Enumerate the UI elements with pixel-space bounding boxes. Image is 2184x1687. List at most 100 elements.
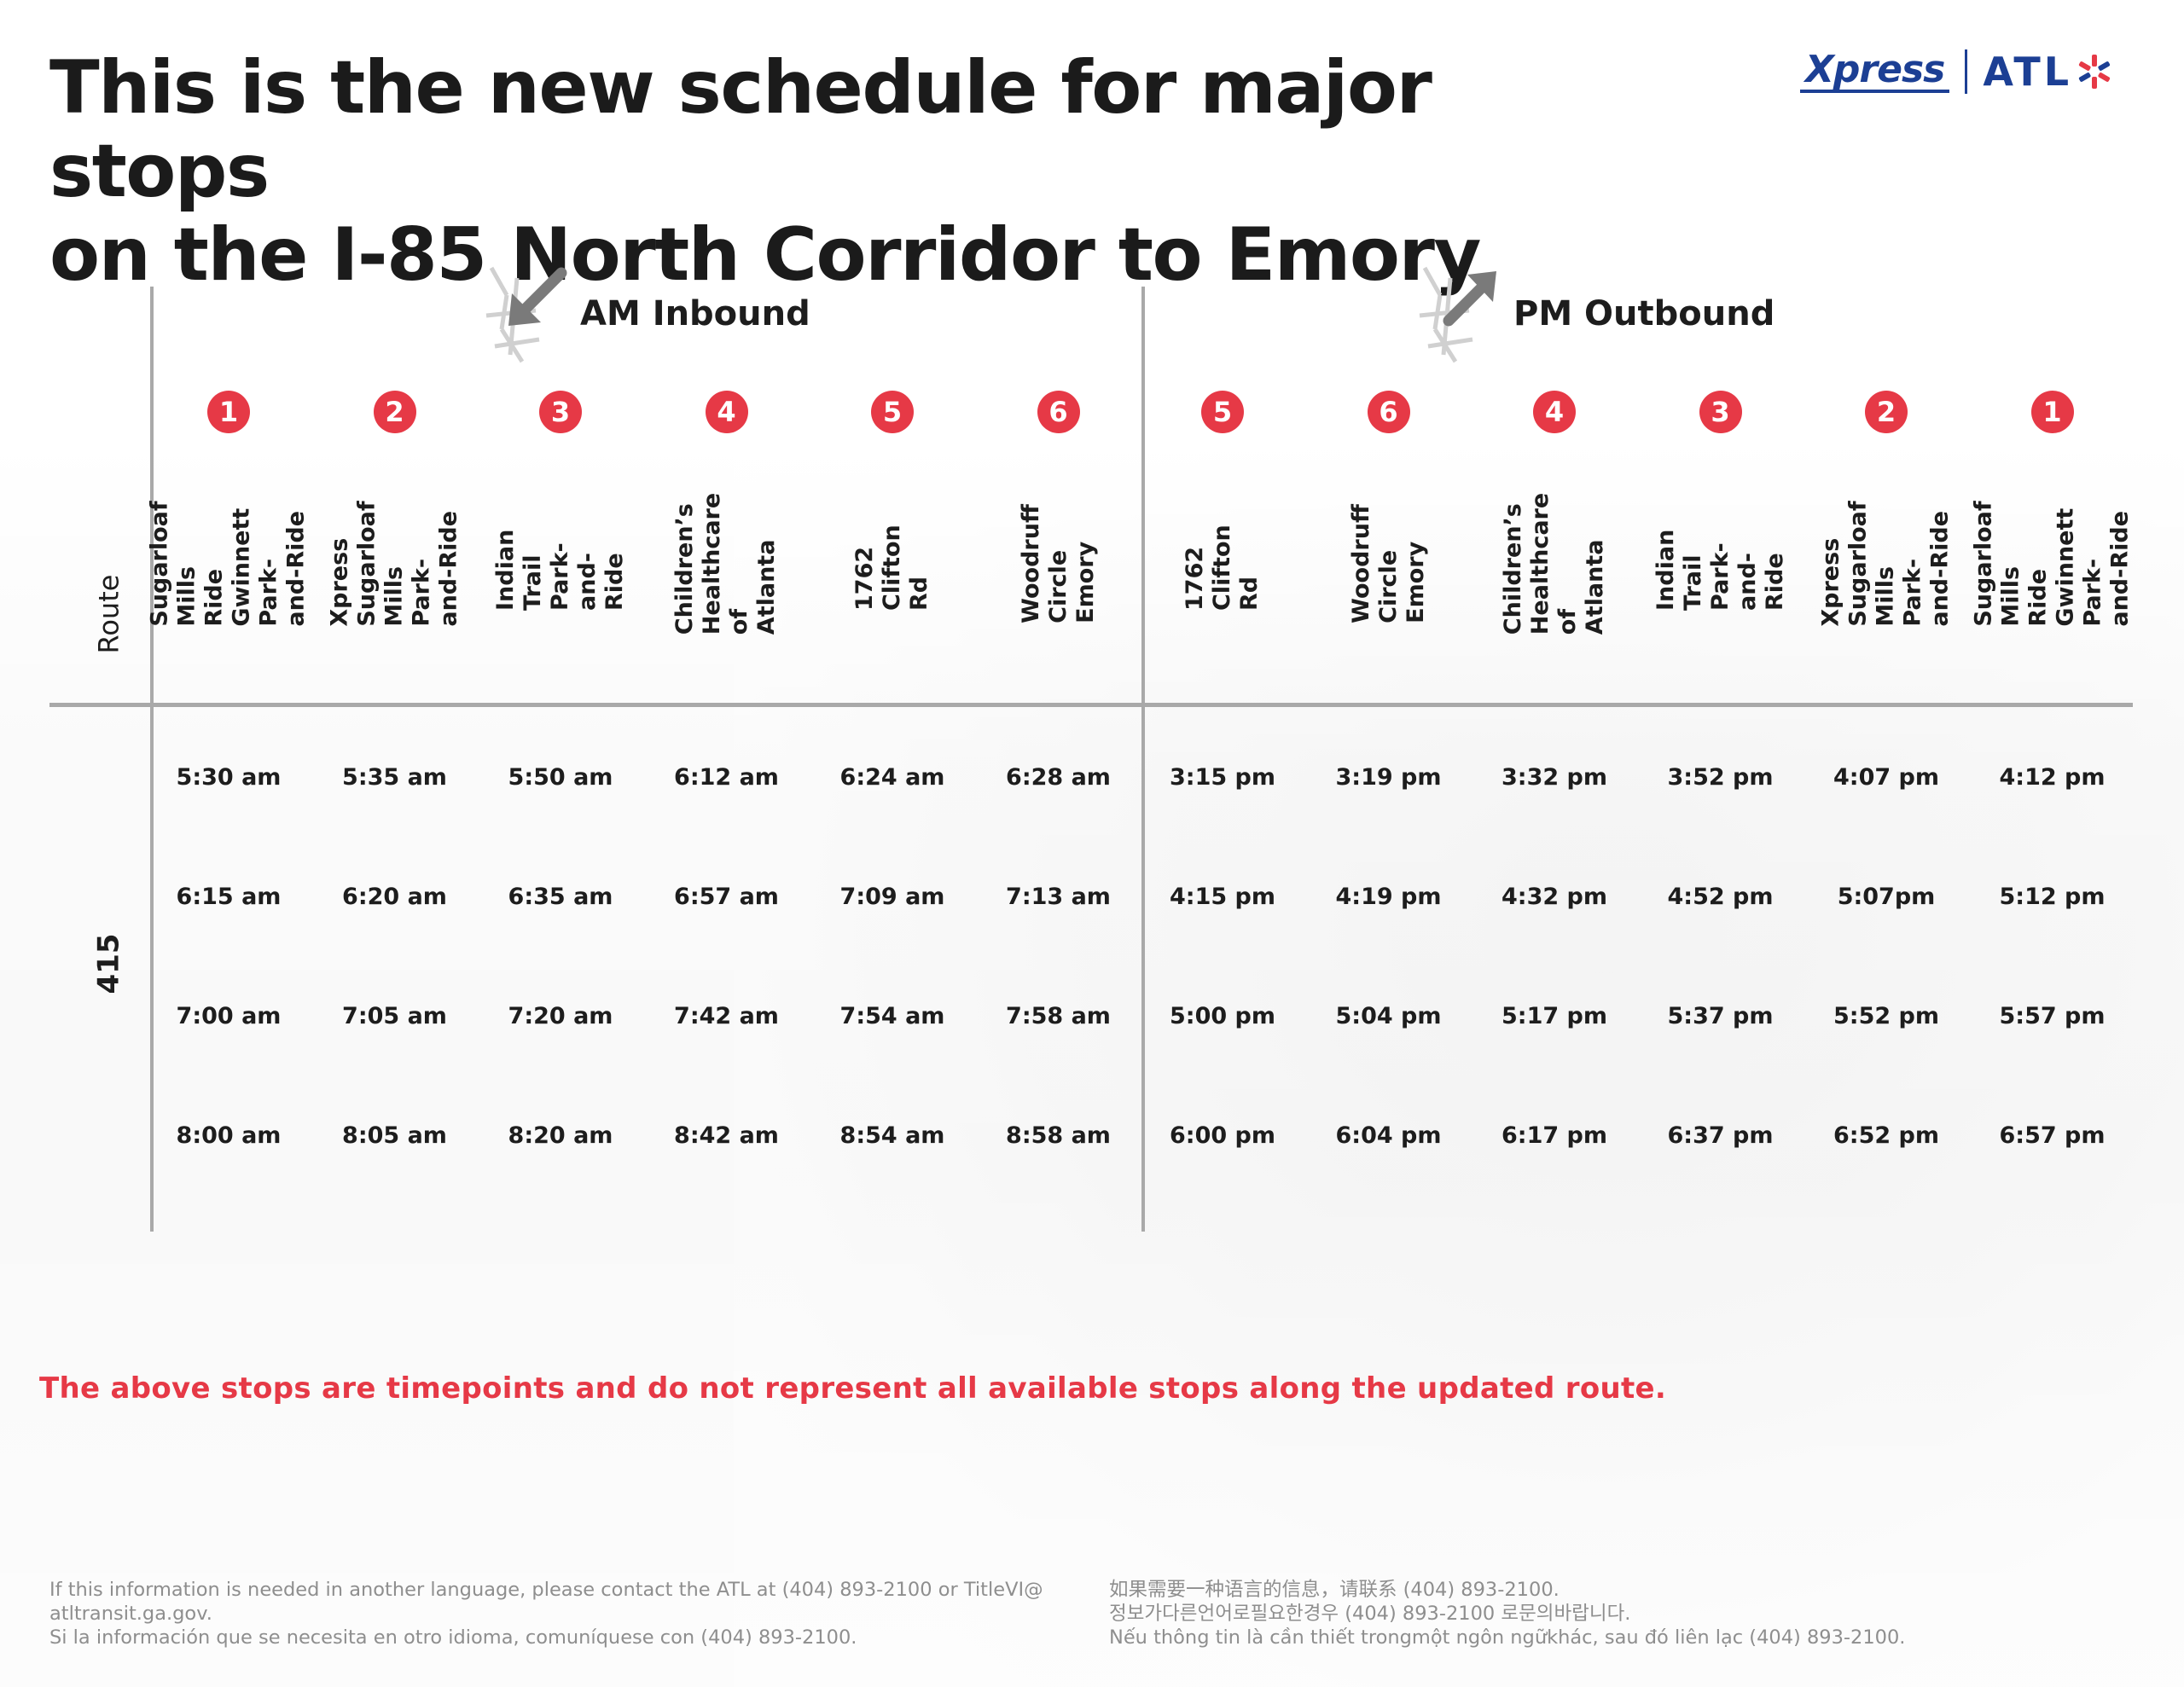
pm-time-cell: 3:19 pm [1335, 764, 1442, 791]
footer-right-line-1: 如果需要一种语言的信息，请联系 (404) 893-2100. [1109, 1579, 1560, 1601]
am-stop-name-line: Atlanta [753, 539, 781, 635]
am-stop-name-line: Emory [1072, 541, 1099, 623]
pm-stop-name-line: Park-and-Ride [1706, 542, 1788, 611]
pm-time-cell: 5:17 pm [1501, 1003, 1608, 1029]
am-stop-number-badge: 4 [705, 391, 748, 433]
am-stop-name: Sugarloaf Mills Ride Gwinnett Park-and-Rid… [147, 443, 310, 684]
footer-language-right: 如果需要一种语言的信息，请联系 (404) 893-2100. 정보가다른언어로… [1109, 1578, 1905, 1649]
pm-time-cell: 3:52 pm [1667, 764, 1774, 791]
pm-stop-name-line: Mills Park-and-Ride [1873, 510, 1955, 627]
am-stop-number-badge: 2 [373, 391, 416, 433]
pm-stop-name-line: Healthcare of [1527, 492, 1581, 635]
pm-stop-name-line: Indian Trail [1652, 529, 1706, 611]
am-stop-number-badge: 6 [1037, 391, 1080, 433]
pm-stop-name-line: Emory [1402, 541, 1429, 623]
am-time-cell: 7:42 am [674, 1003, 779, 1029]
route-column-divider [150, 287, 154, 1232]
footer-language-left: If this information is needed in another… [49, 1578, 1043, 1649]
am-time-cell: 6:35 am [508, 884, 613, 910]
pm-time-cell: 4:52 pm [1667, 884, 1774, 910]
am-time-cell: 6:20 am [342, 884, 447, 910]
pm-stop-name: Woodruff Circle Emory [1342, 443, 1436, 684]
footer-left-line-3: Si la información que se necesita en otr… [49, 1626, 857, 1649]
pm-time-cell: 5:52 pm [1833, 1003, 1940, 1029]
pm-time-cell: 6:04 pm [1335, 1122, 1442, 1149]
pm-time-cell: 5:37 pm [1667, 1003, 1774, 1029]
pm-stop-name-line: Sugarloaf Mills [1970, 501, 2024, 627]
am-time-cell: 7:09 am [839, 884, 945, 910]
am-inbound-label: AM Inbound [580, 294, 810, 333]
pm-stop-number-badge: 6 [1367, 391, 1410, 433]
am-stop-name-line: Park-and-Ride [547, 542, 628, 611]
am-time-cell: 7:05 am [342, 1003, 447, 1029]
footer-right-line-2: 정보가다른언어로필요한경우 (404) 893-2100 로문의바랍니다. [1109, 1603, 1631, 1625]
title-line-2: on the I-85 North Corridor to Emory [49, 212, 1481, 298]
am-stop-name-line: Woodruff Circle [1017, 504, 1072, 623]
pm-stop-name-text: Woodruff Circle Emory [1348, 504, 1430, 623]
atl-logo: ATL [1983, 49, 2073, 95]
pm-time-cell: 5:57 pm [1999, 1003, 2106, 1029]
am-time-cell: 8:05 am [342, 1122, 447, 1149]
pm-stop-name-line: Woodruff Circle [1347, 504, 1402, 623]
am-stop-name-line: 1762 Clifton Rd [851, 525, 932, 611]
am-time-cell: 6:28 am [1006, 764, 1111, 791]
am-stop-name: Indian Trail Park-and-Ride [492, 443, 628, 684]
pm-time-cell: 4:07 pm [1833, 764, 1940, 791]
am-time-cell: 7:20 am [508, 1003, 613, 1029]
am-stop-name-text: Woodruff Circle Emory [1018, 504, 1100, 623]
logo-divider [1965, 49, 1968, 94]
am-stop-name-line: Sugarloaf Mills [147, 501, 200, 627]
am-stop-name: Xpress Sugarloaf Mills Park-and-Ride [327, 443, 462, 684]
title-line-1: This is the new schedule for major stops [49, 45, 1432, 214]
pm-stop-name-line: Xpress Sugarloaf [1818, 501, 1873, 627]
header-divider [49, 703, 2133, 707]
am-time-cell: 7:13 am [1006, 884, 1111, 910]
pm-stop-name: Children’s Healthcare of Atlanta [1500, 443, 1608, 684]
am-stop-name-text: 1762 Clifton Rd [851, 517, 933, 611]
am-time-cell: 6:57 am [674, 884, 779, 910]
am-stop-name: Woodruff Circle Emory [1012, 443, 1106, 684]
am-time-cell: 5:50 am [508, 764, 613, 791]
footer-right-line-3: Nếu thông tin là cần thiết trongmột ngôn… [1109, 1626, 1906, 1649]
am-stop-number-badge: 5 [871, 391, 914, 433]
am-stop-name-text: Sugarloaf Mills Ride Gwinnett Park-and-Rid… [147, 501, 311, 626]
pm-stop-name-text: 1762 Clifton Rd [1182, 517, 1263, 611]
timepoints-notice: The above stops are timepoints and do no… [39, 1371, 1667, 1406]
am-time-cell: 7:58 am [1006, 1003, 1111, 1029]
am-time-cell: 5:35 am [342, 764, 447, 791]
pm-stop-number-badge: 1 [2030, 391, 2074, 433]
pm-stop-number-badge: 2 [1865, 391, 1908, 433]
am-time-cell: 8:58 am [1006, 1122, 1111, 1149]
map-arrow-inbound-icon [485, 266, 567, 363]
route-number: 415 [61, 930, 155, 998]
pm-stop-name-text: Sugarloaf Mills Ride Gwinnett Park-and-Rid… [1971, 501, 2135, 626]
am-stop-name-line: Park-and-Ride [256, 510, 310, 627]
pm-stop-name-line: Children’s [1500, 503, 1526, 635]
pm-time-cell: 4:15 pm [1169, 884, 1276, 910]
pm-stop-name: Indian Trail Park-and-Ride [1653, 443, 1788, 684]
pm-stop-number-badge: 3 [1699, 391, 1742, 433]
map-arrow-outbound-icon [1419, 266, 1496, 363]
route-number-text: 415 [90, 933, 125, 994]
pm-time-cell: 6:17 pm [1501, 1122, 1608, 1149]
pm-time-cell: 4:32 pm [1501, 884, 1608, 910]
pm-time-cell: 5:07pm [1837, 884, 1936, 910]
pm-time-cell: 5:12 pm [1999, 884, 2106, 910]
am-stop-name: 1762 Clifton Rd [845, 443, 939, 684]
pm-stop-name-line: Ride Gwinnett [2024, 507, 2079, 627]
am-stop-number-badge: 1 [207, 391, 250, 433]
footer-left-line-1: If this information is needed in another… [49, 1579, 1043, 1601]
pm-time-cell: 4:12 pm [1999, 764, 2106, 791]
am-inbound-header: AM Inbound [483, 261, 810, 367]
am-time-cell: 8:42 am [674, 1122, 779, 1149]
pm-time-cell: 3:32 pm [1501, 764, 1608, 791]
pm-time-cell: 6:57 pm [1999, 1122, 2106, 1149]
am-stop-name-line: Children’s [671, 503, 699, 635]
am-time-cell: 6:15 am [176, 884, 282, 910]
pm-stop-name-text: Xpress Sugarloaf Mills Park-and-Ride [1818, 501, 1955, 626]
pm-stop-name-text: Indian Trail Park-and-Ride [1653, 517, 1789, 611]
pm-time-cell: 6:52 pm [1833, 1122, 1940, 1149]
am-time-cell: 7:00 am [176, 1003, 282, 1029]
am-pm-divider [1141, 287, 1145, 1232]
am-stop-name-line: Healthcare of [699, 492, 753, 635]
